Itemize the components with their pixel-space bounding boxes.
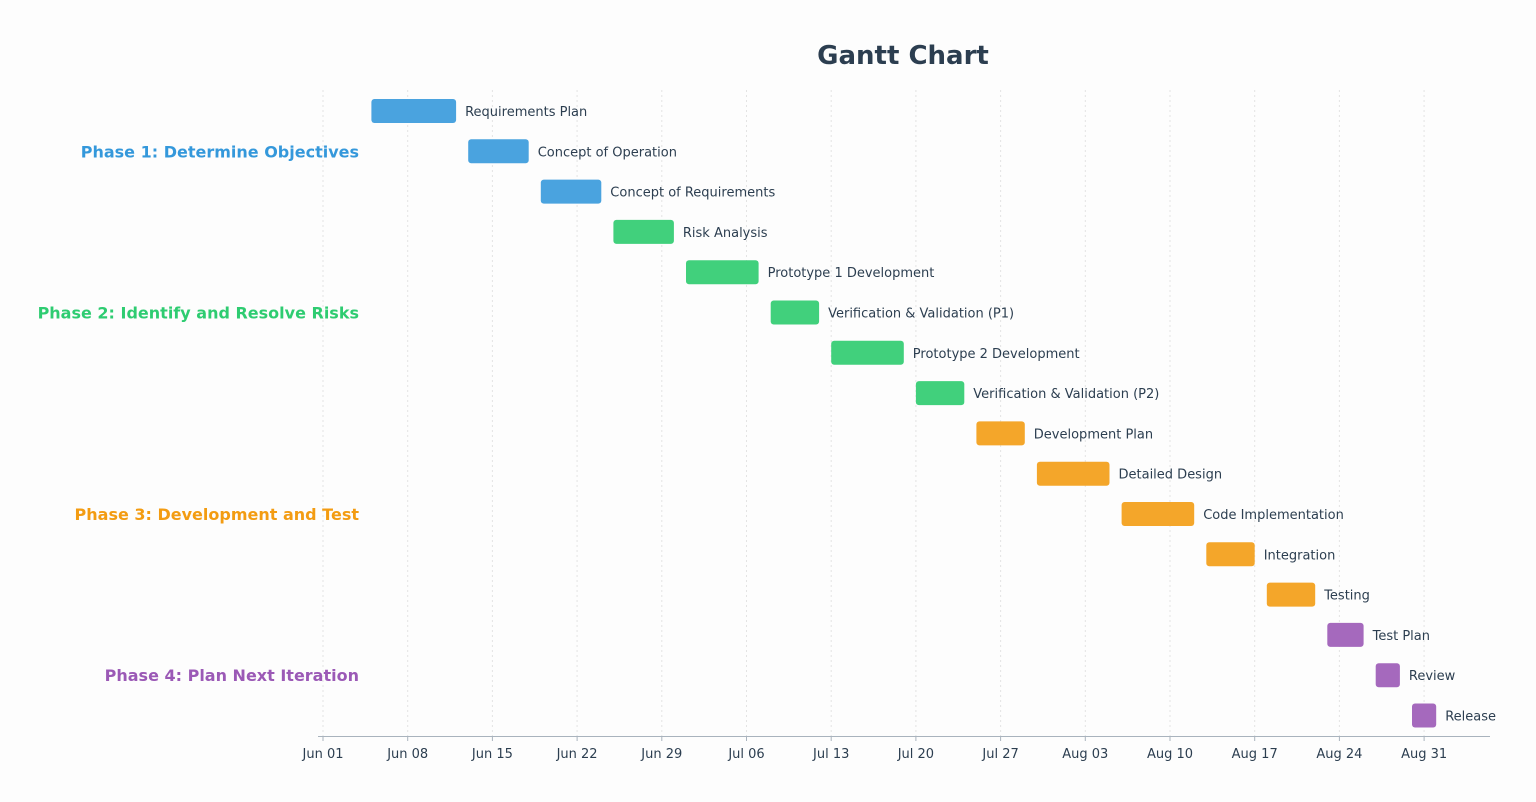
task-label: Test Plan	[1372, 629, 1430, 644]
task-bar	[1412, 703, 1437, 728]
task-label: Verification & Validation (P2)	[973, 387, 1159, 402]
task-bar	[915, 381, 965, 406]
x-axis-ticks: Jun 01 Jun 08 Jun 15 Jun 22 Jun 29 Jul 06 Jul …	[302, 736, 1447, 762]
x-tick-label: Jul 20	[897, 747, 934, 762]
task-label: Verification & Validation (P1)	[828, 307, 1014, 322]
x-tick-label: Aug 31	[1401, 747, 1447, 762]
task-bar	[770, 300, 820, 325]
x-tick-label: Aug 03	[1062, 747, 1108, 762]
task-label: Development Plan	[1034, 427, 1153, 442]
task-label: Requirements Plan	[465, 105, 587, 120]
task-bar	[1206, 542, 1255, 567]
x-tick-label: Jun 29	[640, 747, 682, 762]
task-bar	[976, 421, 1025, 446]
task-bar	[831, 340, 904, 365]
task-bar	[371, 99, 457, 123]
phase-labels: Phase 1: Determine Objectives Phase 2: Id…	[38, 142, 360, 685]
task-label: Prototype 2 Development	[913, 347, 1080, 362]
x-tick-label: Aug 10	[1147, 747, 1193, 762]
phase-label: Phase 4: Plan Next Iteration	[105, 666, 359, 685]
task-bar	[468, 139, 529, 164]
x-tick-label: Jun 22	[556, 747, 598, 762]
phase-label: Phase 2: Identify and Resolve Risks	[38, 304, 359, 323]
x-tick-label: Jul 06	[727, 747, 764, 762]
x-tick-label: Jun 08	[386, 747, 428, 762]
x-tick-label: Jun 01	[302, 747, 344, 762]
phase-label: Phase 3: Development and Test	[75, 505, 360, 524]
x-tick-label: Jul 27	[981, 747, 1018, 762]
phase-label: Phase 1: Determine Objectives	[81, 142, 359, 161]
task-label: Detailed Design	[1119, 468, 1223, 483]
task-label: Review	[1409, 669, 1456, 684]
task-bars: Requirements Plan Concept of Operation Con…	[371, 99, 1496, 728]
task-bar	[686, 260, 759, 285]
grid-lines	[322, 90, 1425, 736]
task-label: Concept of Requirements	[610, 186, 775, 201]
task-label: Release	[1445, 710, 1496, 725]
task-bar	[1327, 622, 1364, 647]
chart-title: Gantt Chart	[817, 41, 989, 71]
task-bar	[1266, 582, 1316, 607]
task-label: Concept of Operation	[538, 145, 677, 160]
x-tick-label: Jul 13	[812, 747, 849, 762]
x-tick-label: Aug 24	[1316, 747, 1362, 762]
task-label: Prototype 1 Development	[768, 266, 935, 281]
x-tick-label: Jun 15	[471, 747, 513, 762]
task-bar	[540, 179, 602, 204]
x-tick-label: Aug 17	[1232, 747, 1278, 762]
task-bar	[1375, 663, 1400, 688]
task-label: Testing	[1323, 589, 1370, 604]
task-label: Integration	[1264, 548, 1336, 563]
task-label: Code Implementation	[1203, 508, 1344, 523]
task-label: Risk Analysis	[683, 226, 768, 241]
task-bar	[1036, 461, 1110, 486]
task-bar	[613, 219, 674, 244]
task-bar	[1121, 502, 1195, 526]
